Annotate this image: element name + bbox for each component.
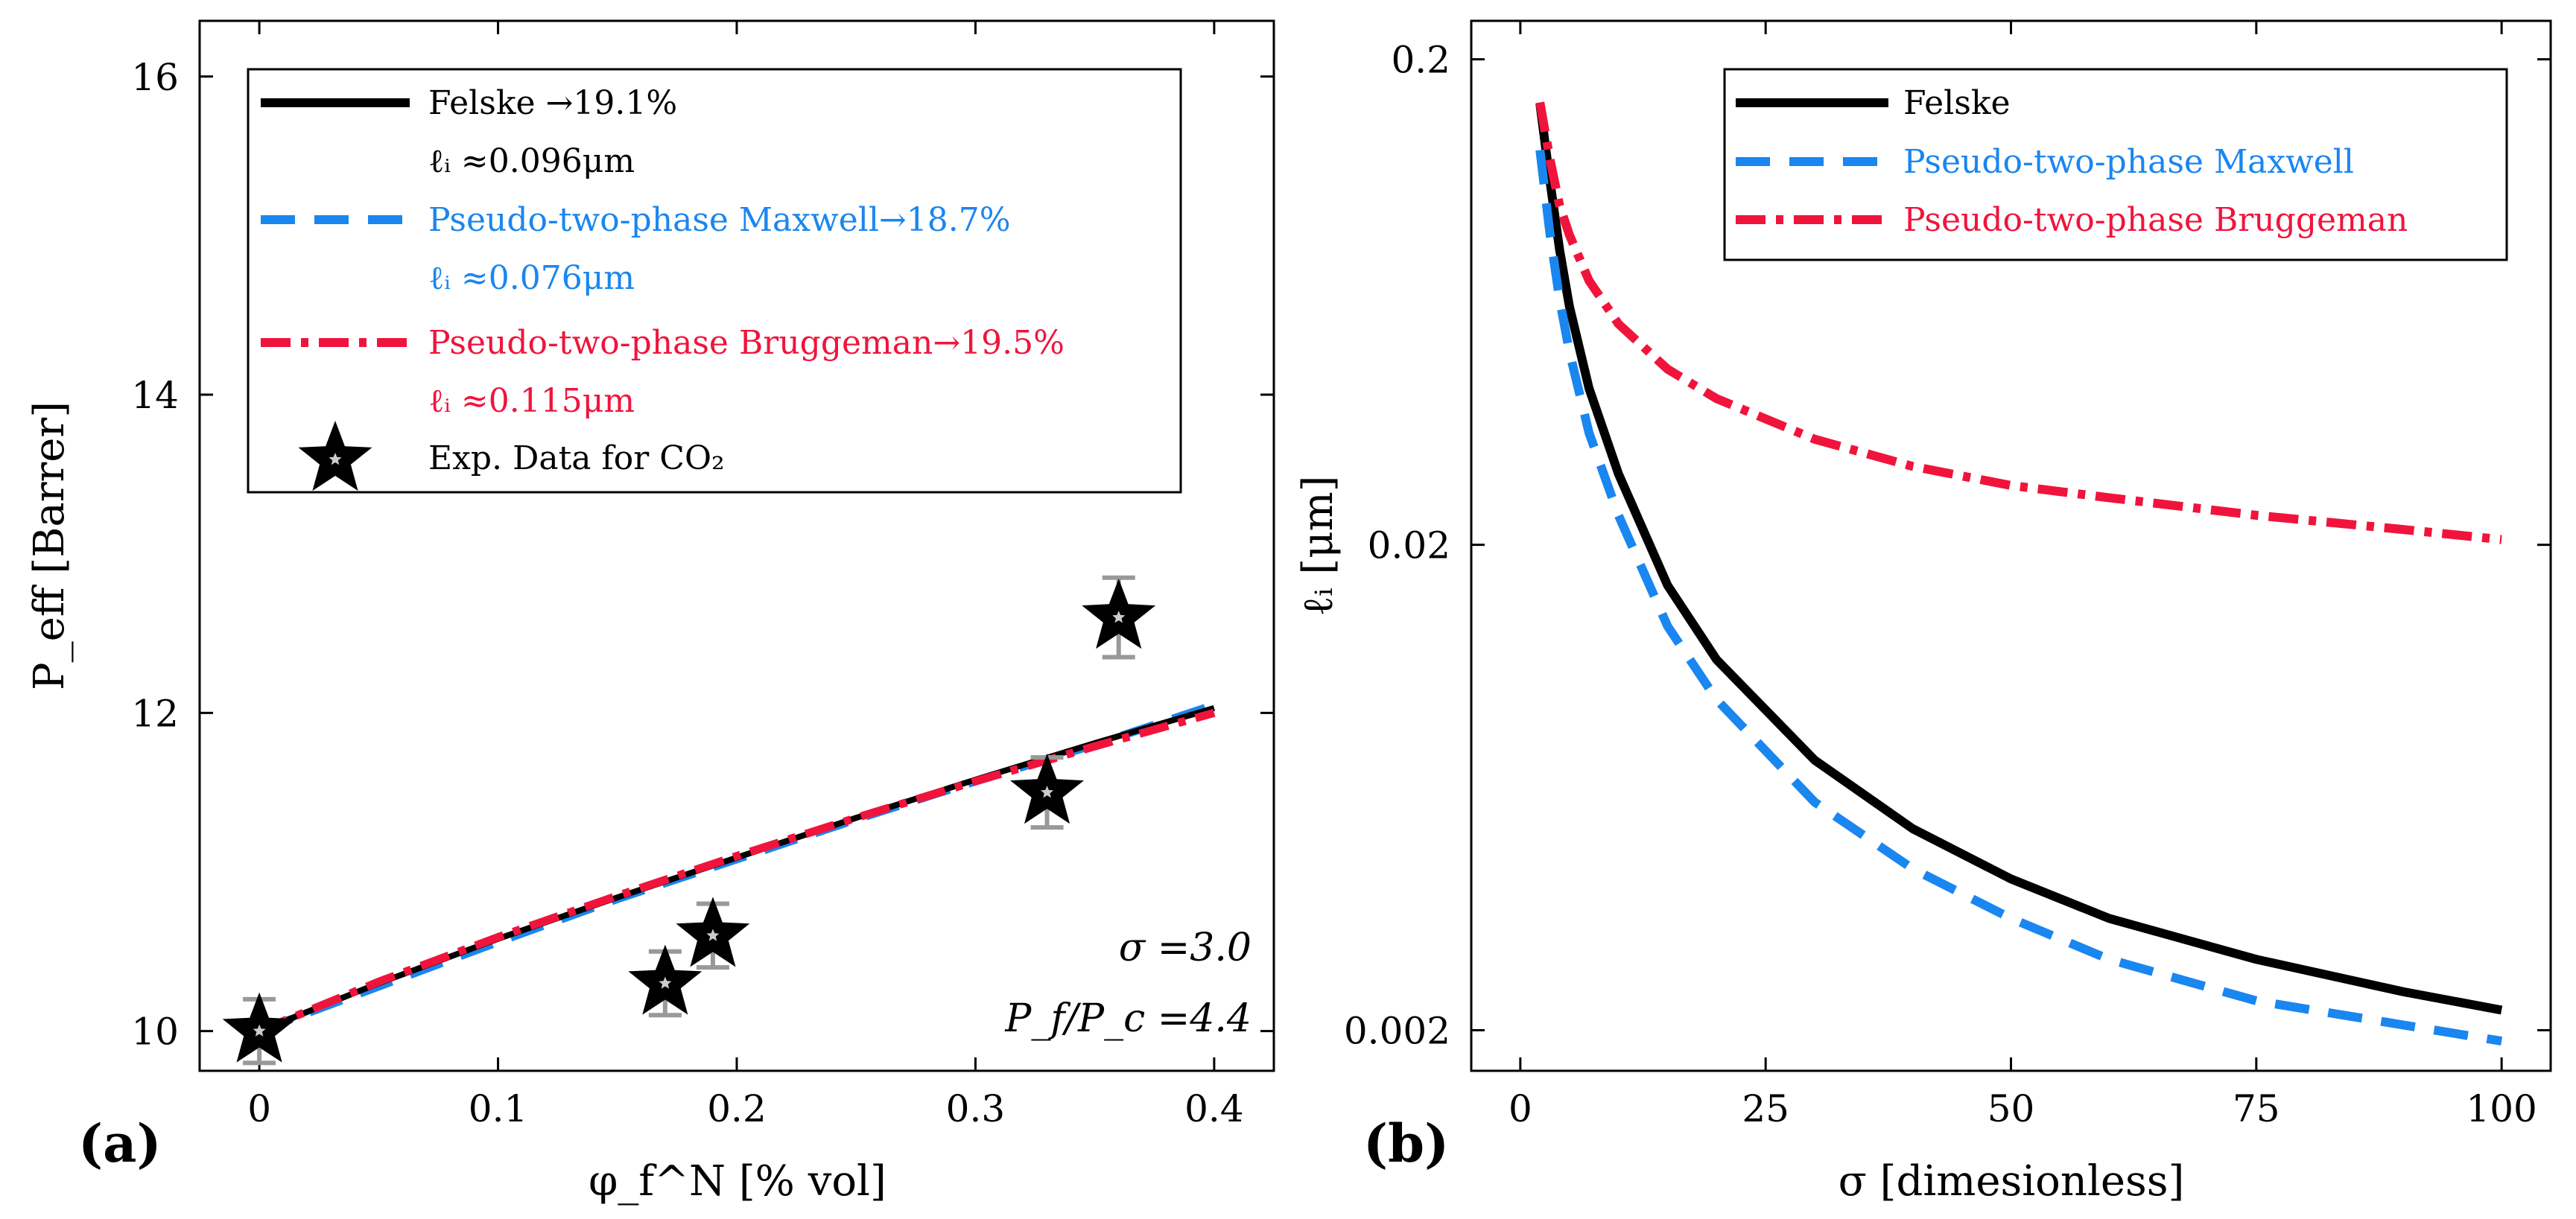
panel-a-legend-box [247, 68, 1182, 494]
legend-star-icon-center [329, 453, 342, 465]
panel-b: 0 25 50 75 100 0.002 0.02 0.2 Felske Pseudo-two… [1294, 19, 2552, 1206]
panel-a-label: (a) [78, 1113, 162, 1174]
b-xtick-label: 50 [1987, 1087, 2035, 1130]
b-ytick-label: 0.02 [1368, 524, 1450, 567]
legend-b-bruggeman-label: Pseudo-two-phase Bruggeman [1903, 201, 2408, 239]
a-xtick-label: 0.4 [1184, 1087, 1244, 1130]
panel-a-legend: Felske →19.1% ℓᵢ ≈0.096μm Pseudo-two-pha… [247, 68, 1182, 494]
a-xtick-label: 0.3 [946, 1087, 1006, 1130]
panel-b-xlabel: σ [dimesionless] [1839, 1157, 2185, 1206]
panel-b-ticks: 0 25 50 75 100 0.002 0.02 0.2 [1344, 21, 2551, 1130]
a-series-pseudo-two-phase-bruggeman [257, 709, 1216, 1035]
a-ytick-label: 10 [131, 1010, 179, 1054]
exp-data-point-center [706, 929, 720, 941]
a-xtick-label: 0 [247, 1087, 271, 1130]
panel-a-curves [257, 701, 1216, 1035]
panel-a-xlabel: φ_f^N [% vol] [589, 1157, 886, 1206]
panel-a: 0 0.1 0.2 0.3 0.4 10 12 14 16 Felske →19.1% ℓᵢ ≈… [25, 19, 1275, 1206]
annotation-pf-pc: P_f/P_c =4.4 [1004, 996, 1251, 1041]
legend-exp-label: Exp. Data for CO₂ [428, 439, 725, 477]
legend-maxwell-sub: ℓᵢ ≈0.076μm [428, 259, 635, 297]
exp-data-point-center [1041, 786, 1054, 798]
a-xtick-label: 0.2 [707, 1087, 767, 1130]
panel-a-ticks: 0 0.1 0.2 0.3 0.4 10 12 14 16 [131, 21, 1274, 1130]
annotation-sigma: σ =3.0 [1119, 926, 1251, 970]
panel-b-curves [1535, 101, 2503, 1046]
b-series-pseudo-two-phase-bruggeman [1535, 101, 2502, 544]
legend-bruggeman-sub: ℓᵢ ≈0.115μm [428, 382, 635, 420]
b-ytick-label: 0.2 [1391, 39, 1450, 82]
a-ytick-label: 12 [131, 692, 179, 735]
b-xtick-label: 25 [1742, 1087, 1789, 1130]
legend-b-maxwell-label: Pseudo-two-phase Maxwell [1903, 143, 2354, 181]
legend-maxwell-label: Pseudo-two-phase Maxwell→18.7% [428, 201, 1011, 239]
a-ytick-label: 14 [131, 374, 179, 417]
b-xtick-label: 100 [2466, 1087, 2537, 1130]
panel-b-legend: Felske Pseudo-two-phase Maxwell Pseudo-t… [1723, 68, 2508, 261]
b-series-pseudo-two-phase-maxwell [1535, 149, 2503, 1046]
b-xtick-label: 0 [1509, 1087, 1532, 1130]
legend-b-felske-label: Felske [1903, 84, 2011, 122]
exp-data-point-center [1112, 611, 1126, 623]
panel-a-scatter [222, 575, 1156, 1066]
legend-felske-sub: ℓᵢ ≈0.096μm [428, 142, 635, 180]
panel-b-label: (b) [1363, 1113, 1449, 1174]
b-xtick-label: 75 [2233, 1087, 2280, 1130]
panel-a-ylabel: P_eff [Barrer] [25, 401, 74, 690]
a-ytick-label: 16 [131, 56, 179, 99]
legend-star-marker [298, 421, 372, 491]
a-xtick-label: 0.1 [469, 1087, 528, 1130]
exp-data-point-center [659, 976, 672, 989]
legend-felske-label: Felske →19.1% [428, 84, 677, 122]
b-series-felske [1535, 103, 2503, 1015]
b-ytick-label: 0.002 [1344, 1010, 1450, 1053]
legend-bruggeman-label: Pseudo-two-phase Bruggeman→19.5% [428, 324, 1065, 362]
panel-b-ylabel: ℓᵢ [μm] [1294, 475, 1342, 616]
exp-data-point-center [253, 1024, 266, 1037]
